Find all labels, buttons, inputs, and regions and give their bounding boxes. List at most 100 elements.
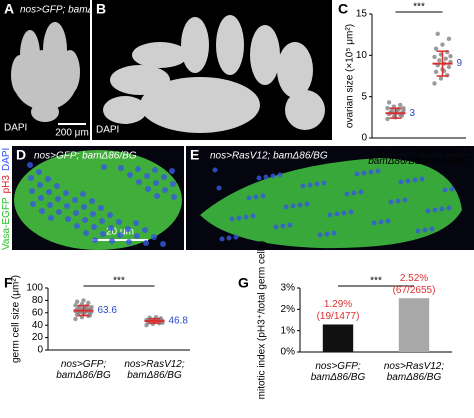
nucleus (80, 191, 86, 197)
stain-label: DAPI (96, 125, 119, 136)
nucleus (398, 179, 404, 185)
data-point (440, 42, 445, 47)
nucleus (142, 227, 148, 233)
nucleus (216, 185, 222, 191)
nucleus (446, 205, 452, 211)
nucleus (331, 230, 337, 236)
nucleus (90, 211, 96, 217)
nucleus (270, 173, 276, 179)
nucleus (152, 167, 158, 173)
nucleus (277, 172, 283, 178)
nucleus (153, 180, 159, 186)
nucleus (422, 227, 428, 233)
nucleus (45, 176, 51, 182)
nucleus (109, 238, 115, 244)
nucleus (73, 210, 79, 216)
nucleus (402, 197, 408, 203)
nucleus (236, 215, 242, 221)
data-point (386, 100, 392, 105)
panel-title: nos>RasV12; bamΔ86/BG (208, 5, 326, 16)
mean-label: 46.8 (169, 316, 189, 327)
nucleus (429, 226, 435, 232)
nucleus (300, 183, 306, 189)
y-axis-label: ovarian size (×10⁵ μm²) (345, 24, 356, 128)
nucleus (28, 175, 34, 181)
data-point (89, 305, 94, 310)
nucleus (388, 199, 394, 205)
nucleus (317, 232, 323, 238)
data-point (433, 69, 439, 75)
nucleus (304, 201, 310, 207)
x-tick-label: nos>GFP; bamΔ86/BG (56, 359, 111, 381)
nucleus (38, 195, 44, 201)
nucleus (351, 190, 357, 196)
nucleus (117, 232, 123, 238)
nucleus (327, 212, 333, 218)
data-point (398, 102, 403, 108)
nucleus (324, 231, 330, 237)
stain-label: DAPI (4, 123, 27, 134)
nucleus (321, 180, 327, 186)
nucleus (134, 233, 140, 239)
nucleus (144, 173, 150, 179)
data-point (74, 299, 80, 304)
y-tick-label: 40 (32, 320, 44, 331)
scale-label: 200 μm (55, 128, 89, 139)
data-point (399, 113, 405, 118)
nucleus (56, 209, 62, 215)
data-point (446, 64, 452, 70)
panel-label: B (96, 1, 106, 17)
nucleus (432, 207, 438, 213)
nucleus (64, 203, 70, 209)
nucleus (107, 212, 113, 218)
nucleus (136, 179, 142, 185)
nuclei (27, 162, 455, 247)
nucleus (162, 187, 168, 193)
nucleus (100, 231, 106, 237)
y-axis-label: germ cell size (μm²) (11, 275, 22, 363)
data-point (73, 303, 78, 308)
nucleus (233, 234, 239, 240)
nucleus (47, 202, 53, 208)
nucleus (348, 209, 354, 215)
nucleus (368, 169, 374, 175)
germ-cells (200, 158, 462, 249)
nucleus (91, 224, 97, 230)
y-tick-label: 20 (32, 332, 44, 343)
value-label: 2.52% (400, 273, 428, 284)
y-tick-label: 15 (356, 9, 368, 20)
nucleus (98, 205, 104, 211)
panel-label: A (4, 1, 14, 17)
nucleus (419, 176, 425, 182)
nucleus (371, 220, 377, 226)
data-point (81, 298, 86, 303)
nucleus (39, 208, 45, 214)
nucleus (226, 235, 232, 241)
data-point (87, 313, 93, 318)
nucleus (116, 219, 122, 225)
nucleus (412, 177, 418, 183)
nucleus (341, 210, 347, 216)
channel-labels: Vasa-EGFP pH3 DAPI (1, 148, 12, 250)
nucleus (405, 178, 411, 184)
nucleus (126, 239, 132, 245)
data-point (432, 54, 437, 60)
x-tick-label: nos>RasV12; bamΔ86/BG (412, 145, 473, 167)
nucleus (442, 187, 448, 193)
nucleus (92, 237, 98, 243)
nucleus (170, 181, 176, 187)
y-tick-label: 80 (32, 295, 44, 306)
nucleus (246, 195, 252, 201)
nucleus (307, 182, 313, 188)
nucleus (219, 236, 225, 242)
channel-label: pH3 (1, 175, 12, 194)
nucleus (74, 223, 80, 229)
nucleus (378, 219, 384, 225)
nucleus (449, 186, 455, 192)
y-axis-label: mitotic index (pH3⁺/total germ cells) (257, 241, 268, 400)
nucleus (29, 188, 35, 194)
nucleus (65, 216, 71, 222)
nucleus (439, 206, 445, 212)
nucleus (127, 172, 133, 178)
